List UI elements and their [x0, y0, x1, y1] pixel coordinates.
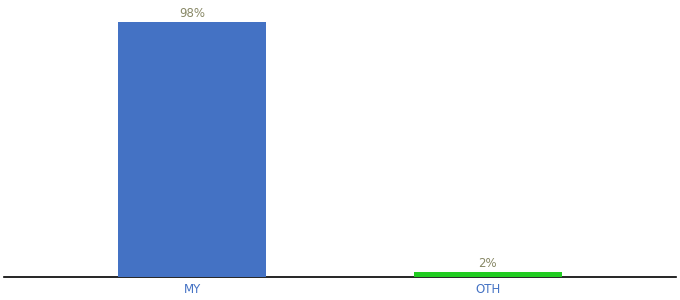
Text: 2%: 2% [479, 257, 497, 270]
Bar [414, 272, 562, 277]
Bar [118, 22, 266, 277]
Text: 98%: 98% [180, 7, 205, 20]
